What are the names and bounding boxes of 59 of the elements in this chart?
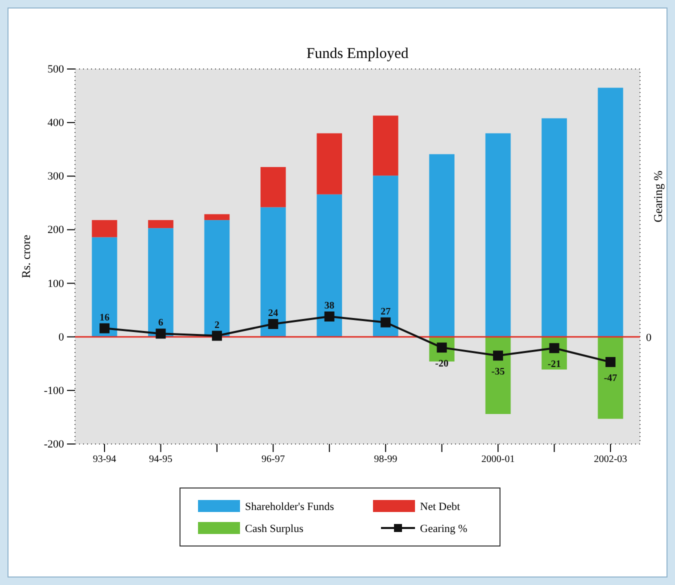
point <box>156 328 166 339</box>
x-tick-label: 2000-01 <box>481 454 515 466</box>
legend-label: Net Debt <box>420 501 460 513</box>
y-tick-label: 300 <box>48 170 64 183</box>
bar <box>92 220 118 238</box>
bar <box>260 207 286 337</box>
data-label: 6 <box>158 318 164 329</box>
bar <box>429 154 454 337</box>
y-tick-label: 0 <box>58 331 64 344</box>
bar <box>598 336 624 419</box>
data-label: -21 <box>548 359 561 370</box>
y2-axis-title: Gearing % <box>651 170 665 222</box>
point <box>100 323 110 334</box>
bar <box>316 133 342 194</box>
bar <box>598 88 624 337</box>
bar <box>92 237 118 337</box>
bar <box>148 220 174 228</box>
bar <box>485 133 511 337</box>
point <box>324 312 334 322</box>
data-label: 38 <box>324 300 334 312</box>
x-tick-label: 98-99 <box>374 454 398 466</box>
point <box>493 350 504 361</box>
point <box>549 343 560 354</box>
bar <box>204 220 230 337</box>
bar <box>485 336 511 414</box>
bar <box>260 167 286 208</box>
chart-title: Funds Employed <box>306 46 410 62</box>
bar <box>204 214 230 220</box>
bar <box>542 118 567 337</box>
x-tick-label: 2002-03 <box>594 454 628 466</box>
legend-label: Shareholder's Funds <box>245 501 334 513</box>
point <box>212 330 222 341</box>
bar <box>148 228 174 337</box>
x-tick-label: 94-95 <box>149 454 172 466</box>
bar <box>316 194 342 337</box>
y-tick-label: 100 <box>48 278 64 290</box>
data-label: -20 <box>435 358 448 370</box>
y-tick-label: -200 <box>44 438 64 451</box>
x-tick-label: 93-94 <box>92 454 116 466</box>
legend-label: Cash Surplus <box>245 523 304 535</box>
text: 0 <box>646 332 652 344</box>
x-tick-label: 96-97 <box>262 454 285 466</box>
data-label: 2 <box>214 320 220 331</box>
bar <box>372 176 398 337</box>
y-tick-label: 400 <box>48 117 64 130</box>
data-label: 27 <box>380 306 391 318</box>
data-label: 16 <box>100 312 110 324</box>
legend-label: Gearing % <box>420 523 468 535</box>
data-label: 24 <box>268 308 278 319</box>
bar <box>372 116 398 176</box>
y-tick-label: 200 <box>48 224 64 236</box>
point <box>605 357 616 368</box>
data-label: -47 <box>604 373 618 384</box>
point <box>268 319 278 329</box>
point <box>380 317 391 328</box>
y-axis-title: Rs. crore <box>19 234 33 278</box>
data-label: -35 <box>491 366 505 378</box>
y-tick-label: -100 <box>44 384 64 397</box>
y-tick-label: 500 <box>48 64 64 76</box>
